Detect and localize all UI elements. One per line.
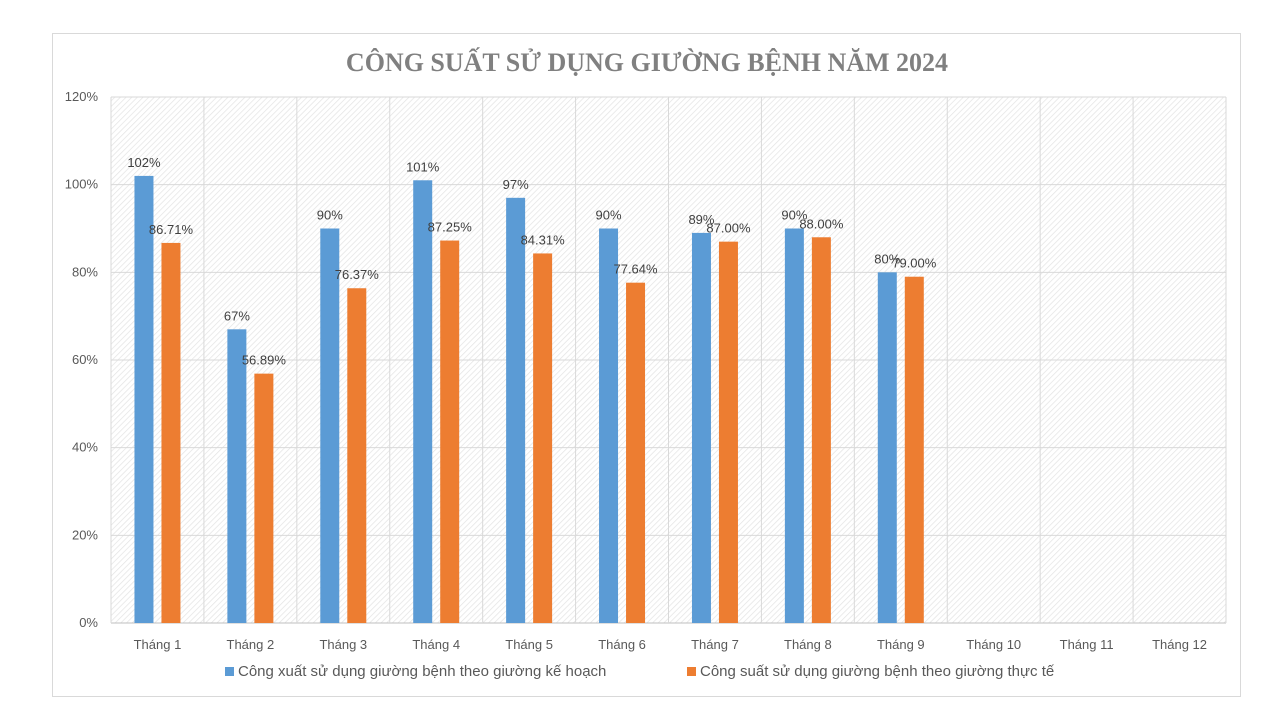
legend: Công xuất sử dụng giường bệnh theo giườn… bbox=[225, 663, 1055, 680]
data-label-series-1: 90% bbox=[317, 208, 343, 223]
x-tick-label: Tháng 7 bbox=[691, 637, 739, 652]
bar-series-1 bbox=[320, 228, 340, 623]
x-tick-label: Tháng 3 bbox=[319, 637, 367, 652]
chart-title: CÔNG SUẤT SỬ DỤNG GIƯỜNG BỆNH NĂM 2024 bbox=[346, 48, 948, 77]
data-label-series-2: 87.25% bbox=[428, 220, 473, 235]
x-tick-label: Tháng 11 bbox=[1060, 637, 1114, 652]
y-tick-label: 0% bbox=[79, 615, 98, 630]
bar-series-1 bbox=[877, 272, 897, 623]
y-tick-label: 100% bbox=[65, 177, 99, 192]
bar-series-1 bbox=[599, 228, 619, 623]
y-tick-label: 60% bbox=[72, 352, 98, 367]
data-label-series-1: 90% bbox=[596, 208, 622, 223]
x-tick-label: Tháng 9 bbox=[877, 637, 925, 652]
legend-label-series-2: Công suất sử dụng giường bệnh theo giườn… bbox=[700, 663, 1055, 680]
data-label-series-1: 67% bbox=[224, 308, 250, 323]
bar-series-1 bbox=[506, 197, 526, 624]
data-label-series-2: 76.37% bbox=[335, 267, 380, 282]
data-label-series-2: 86.71% bbox=[149, 222, 194, 237]
legend-swatch-series-2 bbox=[687, 667, 696, 676]
bar-series-2 bbox=[811, 237, 831, 623]
x-tick-label: Tháng 6 bbox=[598, 637, 646, 652]
x-tick-label: Tháng 5 bbox=[505, 637, 553, 652]
x-tick-label: Tháng 2 bbox=[227, 637, 275, 652]
bar-series-2 bbox=[533, 253, 553, 623]
x-tick-label: Tháng 4 bbox=[412, 637, 460, 652]
x-tick-label: Tháng 10 bbox=[966, 637, 1021, 652]
bar-series-2 bbox=[904, 276, 924, 623]
data-label-series-2: 87.00% bbox=[706, 221, 751, 236]
data-label-series-2: 79.00% bbox=[892, 256, 937, 271]
bar-series-2 bbox=[718, 241, 738, 623]
data-label-series-2: 77.64% bbox=[613, 262, 658, 277]
data-label-series-1: 80% bbox=[874, 251, 900, 266]
y-tick-label: 20% bbox=[72, 527, 98, 542]
bar-chart: CÔNG SUẤT SỬ DỤNG GIƯỜNG BỆNH NĂM 2024 0… bbox=[65, 48, 1227, 680]
bar-series-1 bbox=[134, 175, 154, 623]
data-label-series-2: 84.31% bbox=[521, 232, 566, 247]
x-tick-label: Tháng 1 bbox=[134, 637, 182, 652]
bar-series-1 bbox=[227, 329, 247, 623]
chart-frame: CÔNG SUẤT SỬ DỤNG GIƯỜNG BỆNH NĂM 2024 0… bbox=[52, 33, 1241, 697]
bar-series-1 bbox=[413, 180, 433, 624]
y-tick-label: 40% bbox=[72, 440, 98, 455]
bar-series-2 bbox=[161, 242, 181, 623]
x-tick-label: Tháng 8 bbox=[784, 637, 832, 652]
data-label-series-1: 102% bbox=[127, 155, 161, 170]
data-label-series-1: 90% bbox=[781, 208, 807, 223]
data-label-series-2: 56.89% bbox=[242, 353, 287, 368]
bar-series-1 bbox=[784, 228, 804, 623]
y-tick-label: 80% bbox=[72, 264, 98, 279]
bar-series-2 bbox=[254, 373, 274, 623]
data-label-series-2: 88.00% bbox=[799, 216, 844, 231]
x-tick-label: Tháng 12 bbox=[1152, 637, 1207, 652]
y-tick-label: 120% bbox=[65, 89, 99, 104]
bar-series-2 bbox=[347, 288, 367, 623]
legend-label-series-1: Công xuất sử dụng giường bệnh theo giườn… bbox=[238, 663, 606, 680]
bar-series-2 bbox=[440, 240, 460, 623]
data-label-series-1: 89% bbox=[688, 212, 714, 227]
bar-series-1 bbox=[691, 232, 711, 623]
data-label-series-1: 101% bbox=[406, 159, 440, 174]
bar-series-2 bbox=[626, 282, 646, 623]
legend-swatch-series-1 bbox=[225, 667, 234, 676]
data-label-series-1: 97% bbox=[503, 177, 529, 192]
